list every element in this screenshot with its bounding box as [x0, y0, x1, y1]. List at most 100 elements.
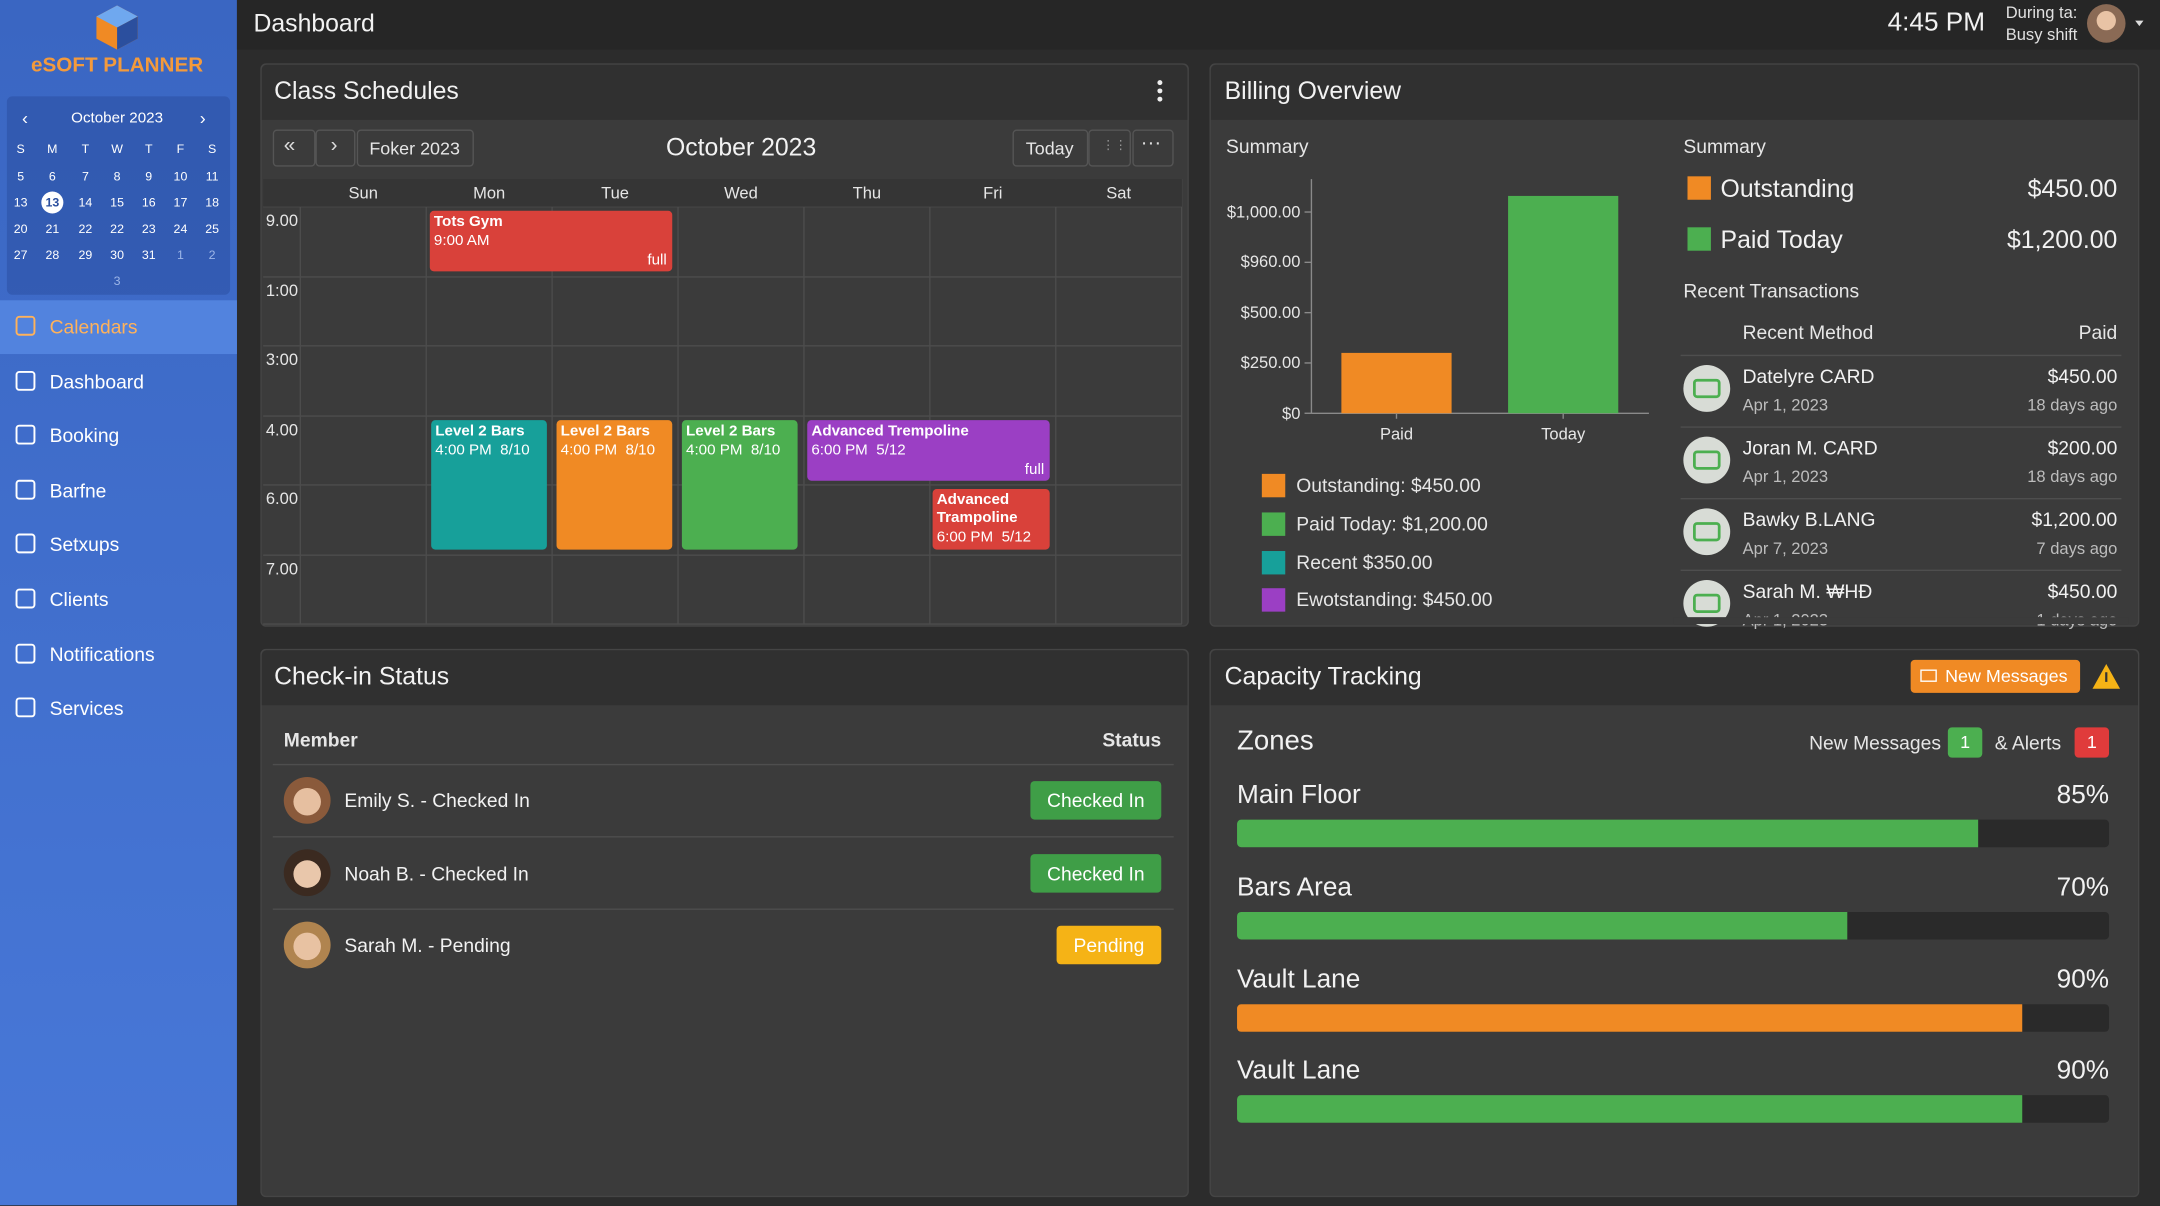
prev-button[interactable] — [315, 129, 356, 167]
nav-item[interactable]: Dashboard — [49, 370, 144, 393]
day[interactable]: 15 — [110, 195, 124, 210]
member-name: Noah B. - Checked In — [344, 861, 529, 884]
time-label: 4.00 — [265, 420, 299, 440]
day[interactable]: 2 — [208, 247, 216, 262]
day[interactable]: 5 — [17, 169, 25, 184]
progress-bar — [1237, 1095, 2022, 1124]
nav-item[interactable]: Notifications — [49, 643, 155, 666]
event-name: Level 2 Bars — [435, 422, 525, 440]
nav-icon — [15, 533, 36, 554]
day[interactable]: 22 — [78, 221, 93, 236]
transaction-name: Sarah M. ₩HÐ — [1742, 579, 1873, 602]
nav-item[interactable]: Services — [49, 697, 124, 720]
transaction-icon — [1683, 365, 1731, 412]
day[interactable]: 8 — [113, 169, 121, 184]
event-time: 4:00 PM 8/10 — [686, 442, 781, 459]
event-badge: full — [647, 252, 667, 269]
transaction-date: Apr 1, 2023 — [1742, 395, 1829, 415]
event[interactable]: Level 2 Bars 4:00 PM 8/10 — [556, 420, 673, 550]
zone-percent: 90% — [2056, 1057, 2110, 1087]
zone-name: Vault Lane — [1237, 965, 1361, 995]
day[interactable]: 21 — [45, 221, 60, 236]
transaction-amount: $450.00 — [2047, 365, 2118, 388]
day[interactable]: 9 — [145, 169, 153, 184]
day[interactable]: 13 — [13, 195, 28, 210]
day[interactable]: 10 — [173, 169, 188, 184]
day[interactable]: 30 — [110, 247, 124, 262]
day[interactable]: 14 — [78, 195, 93, 210]
day[interactable]: 28 — [45, 247, 60, 262]
day[interactable]: 24 — [173, 221, 188, 236]
nav-item[interactable]: Booking — [49, 424, 120, 447]
day[interactable]: 11 — [205, 169, 219, 184]
day[interactable]: 17 — [173, 195, 188, 210]
event[interactable]: Advanced Trampoline 6:00 PM 5/12 — [932, 489, 1050, 550]
transaction-amount: $1,200.00 — [2031, 508, 2118, 531]
event[interactable]: Level 2 Bars 4:00 PM 8/10 — [681, 420, 798, 550]
panel-header — [261, 64, 1188, 120]
day[interactable]: 18 — [205, 195, 220, 210]
day[interactable]: 31 — [141, 247, 156, 262]
event-time: 4:00 PM 8/10 — [560, 442, 656, 459]
bar — [1508, 195, 1619, 414]
zone-name: Main Floor — [1237, 781, 1361, 810]
more-button[interactable] — [1132, 129, 1174, 167]
transaction-card — [1693, 378, 1721, 399]
day[interactable]: 7 — [81, 169, 89, 184]
event[interactable]: Tots Gym 9:00 AM full — [429, 210, 673, 272]
event[interactable]: Advanced Trempoline 6:00 PM 5/12 full — [807, 420, 1050, 481]
prev-prev-button[interactable] — [272, 129, 316, 167]
panel-title: Check-in Status — [274, 662, 450, 691]
nav-icon — [15, 588, 36, 609]
nav-icon — [15, 370, 36, 391]
day[interactable]: 16 — [141, 195, 156, 210]
transaction-name: Bawky B.LANG — [1742, 508, 1876, 531]
legend-label: Ewotstanding: $450.00 — [1296, 588, 1493, 611]
nav-item[interactable]: Clients — [49, 588, 109, 611]
zone-name: Bars Area — [1237, 873, 1352, 903]
nav-icon — [15, 643, 36, 664]
transaction-name: Datelyre CARD — [1742, 365, 1875, 388]
range-label[interactable]: Foker 2023 — [369, 137, 460, 159]
legend-swatch — [1261, 550, 1286, 574]
badge-count: 1 — [1960, 731, 1971, 753]
transaction-date: Apr 7, 2023 — [1742, 538, 1829, 558]
day[interactable]: 27 — [13, 247, 28, 262]
range-button[interactable] — [356, 129, 474, 167]
active-nav-bg — [0, 300, 237, 355]
new-messages-button[interactable]: New Messages — [1910, 659, 2081, 693]
y-tick-label: $500.00 — [1240, 302, 1301, 323]
member-name: Emily S. - Checked In — [344, 789, 530, 812]
day[interactable]: 25 — [205, 221, 220, 236]
panel-title: Class Schedules — [274, 77, 459, 105]
day[interactable]: 22 — [110, 221, 124, 236]
panel-header — [261, 650, 1188, 706]
today-label[interactable]: Today — [1025, 137, 1074, 159]
zones-title: Zones — [1237, 725, 1314, 757]
weekday: S — [16, 141, 25, 156]
day[interactable]: 13 — [45, 195, 60, 210]
avatar-face — [293, 932, 321, 961]
nav-item[interactable]: Calendars — [49, 315, 138, 338]
weekday: M — [47, 141, 58, 156]
event-name: Level 2 Bars — [560, 422, 650, 440]
day[interactable]: 1 — [176, 247, 184, 262]
today-button[interactable] — [1012, 129, 1089, 167]
mail-icon — [1920, 669, 1937, 682]
day[interactable]: 6 — [48, 169, 56, 184]
event[interactable]: Level 2 Bars 4:00 PM 8/10 — [431, 420, 547, 550]
day[interactable]: 29 — [78, 247, 93, 262]
nav-item[interactable]: Barfne — [49, 479, 107, 502]
billing-panel — [1209, 63, 2140, 627]
day[interactable]: 3 — [113, 274, 121, 288]
next-month[interactable]: › — [199, 107, 206, 129]
day[interactable]: 20 — [13, 221, 28, 236]
event-name: Level 2 Bars — [686, 422, 776, 440]
nav-item[interactable]: Setxups — [49, 533, 120, 556]
prev-month[interactable]: ‹ — [22, 107, 29, 129]
weekday: F — [176, 141, 185, 156]
day[interactable]: 23 — [141, 221, 156, 236]
transactions-title: Recent Transactions — [1683, 279, 1860, 302]
view-button[interactable] — [1088, 129, 1131, 167]
